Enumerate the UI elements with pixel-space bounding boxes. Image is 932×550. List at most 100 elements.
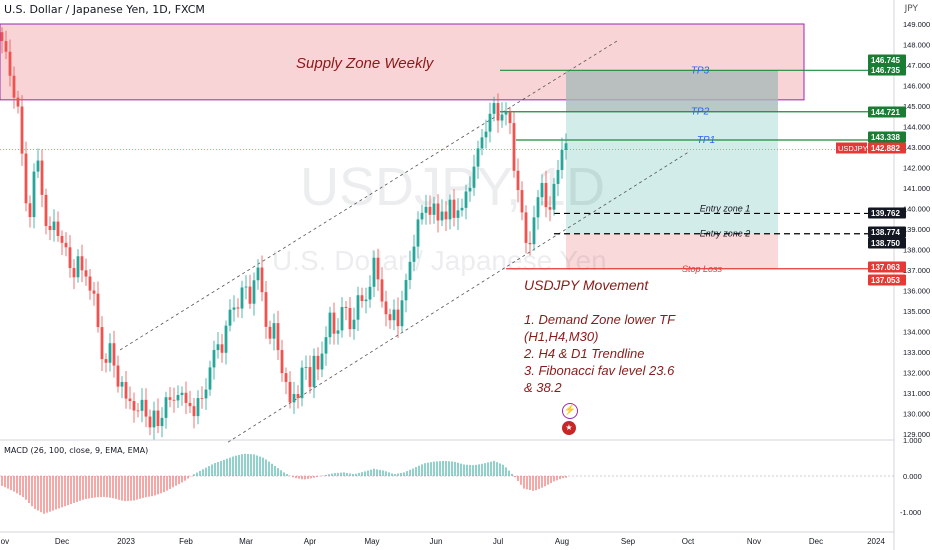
candle-body xyxy=(544,183,548,208)
price-badge xyxy=(868,54,906,66)
candle-body xyxy=(548,207,552,210)
macd-title: MACD (26, 100, close, 9, EMA, EMA) xyxy=(4,446,149,455)
price-badge xyxy=(868,64,906,76)
candle-body xyxy=(200,398,204,399)
candle-body xyxy=(440,211,444,221)
candle-body xyxy=(204,389,208,399)
candle-body xyxy=(260,267,264,293)
price-tick-label: 130.000 xyxy=(903,410,930,419)
candle-body xyxy=(396,309,400,327)
time-tick-label: Dec xyxy=(55,537,69,546)
candle-body xyxy=(344,306,348,308)
candle-body xyxy=(240,287,244,309)
candle-body xyxy=(516,170,520,191)
candle-body xyxy=(352,319,356,330)
candle-body xyxy=(552,183,556,210)
price-tick-label: 141.000 xyxy=(903,184,930,193)
entry1-label: Entry zone 1 xyxy=(700,203,751,213)
candle-body xyxy=(528,242,532,245)
candle-body xyxy=(384,301,388,315)
candle-body xyxy=(400,300,404,327)
price-tick-label: 135.000 xyxy=(903,307,930,316)
tp1-label: TP1 xyxy=(697,135,715,146)
candle-body xyxy=(380,279,384,302)
price-badge xyxy=(868,131,906,143)
candle-body xyxy=(72,268,76,278)
time-tick-label: Jun xyxy=(430,537,443,546)
candle-body xyxy=(300,367,304,399)
candle-body xyxy=(220,344,224,353)
candle-body xyxy=(408,261,412,281)
candle-body xyxy=(216,344,220,351)
candle-body xyxy=(64,242,68,248)
candle-body xyxy=(392,309,396,321)
candle-body xyxy=(164,397,168,418)
candle-body xyxy=(288,381,292,403)
candle-body xyxy=(448,199,452,220)
price-tick-label: 138.000 xyxy=(903,246,930,255)
candle-body xyxy=(232,307,236,310)
candle-body xyxy=(520,190,524,213)
candle-body xyxy=(36,160,40,172)
candle-body xyxy=(476,148,480,167)
price-tick-label: 133.000 xyxy=(903,348,930,357)
price-tick-label: 134.000 xyxy=(903,328,930,337)
candle-body xyxy=(120,382,124,387)
channel-upper xyxy=(119,40,619,351)
candle-body xyxy=(224,325,228,353)
macd-tick-label: 0.000 xyxy=(903,472,922,481)
time-tick-label: Aug xyxy=(555,537,569,546)
time-tick-label: Mar xyxy=(239,537,253,546)
macd-tick-label: -1.000 xyxy=(900,508,921,517)
candle-body xyxy=(292,394,296,403)
candle-body xyxy=(388,314,392,321)
movement-note: 3. Fibonacci fav level 23.6 xyxy=(524,363,675,378)
candle-body xyxy=(376,257,380,280)
candle-body xyxy=(556,169,560,184)
time-tick-label: Dec xyxy=(809,537,823,546)
macd-tick-label: 1.000 xyxy=(903,436,922,445)
movement-title: USDJPY Movement xyxy=(524,277,649,293)
candle-body xyxy=(336,330,340,334)
macd-histogram xyxy=(1,453,567,514)
candle-body xyxy=(280,350,284,374)
candle-body xyxy=(264,292,268,327)
lightning-icon[interactable]: ⚡ xyxy=(562,403,578,419)
candle-body xyxy=(128,398,132,402)
candle-body xyxy=(132,401,136,411)
movement-note: 2. H4 & D1 Trendline xyxy=(523,346,644,361)
time-tick-label: Nov xyxy=(0,537,9,546)
price-tick-label: 131.000 xyxy=(903,389,930,398)
candle-body xyxy=(40,160,44,195)
candle-body xyxy=(412,246,416,262)
candle-body xyxy=(564,143,568,150)
tp3-shade xyxy=(566,70,778,112)
candle-body xyxy=(192,406,196,417)
candle-body xyxy=(244,286,248,288)
channel-lower xyxy=(227,150,691,443)
watermark-symbol: USDJPY, 1D xyxy=(300,157,605,217)
candle-body xyxy=(172,399,176,401)
candle-body xyxy=(500,114,504,121)
price-tick-label: 142.000 xyxy=(903,164,930,173)
candle-body xyxy=(60,235,64,243)
candle-body xyxy=(124,382,128,399)
candle-body xyxy=(68,247,72,269)
candle-body xyxy=(148,416,152,428)
price-badge-label: 139.762 xyxy=(871,209,900,218)
chart-header-title: U.S. Dollar / Japanese Yen, 1D, FXCM xyxy=(4,3,205,16)
candle-body xyxy=(0,32,4,42)
price-tick-label: 145.000 xyxy=(903,102,930,111)
price-badge xyxy=(868,226,906,238)
candle-body xyxy=(160,417,164,427)
candle-body xyxy=(212,350,216,368)
movement-note: & 38.2 xyxy=(524,380,562,395)
candle-body xyxy=(308,367,312,387)
candle-body xyxy=(360,295,364,302)
candle-body xyxy=(144,399,148,417)
us-flag-icon[interactable]: ★ xyxy=(562,421,576,435)
price-badge xyxy=(868,142,906,154)
candle-body xyxy=(256,267,260,281)
